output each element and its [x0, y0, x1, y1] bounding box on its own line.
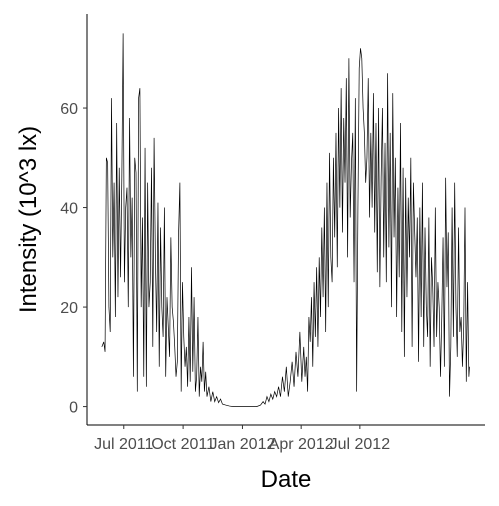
x-axis-title: Date — [261, 466, 312, 493]
x-tick-label: Apr 2012 — [269, 436, 334, 453]
x-tick-label: Oct 2011 — [151, 436, 215, 453]
x-tick-label: Jul 2012 — [330, 436, 391, 453]
y-tick-label: 0 — [69, 400, 78, 417]
y-axis-title: Intensity (10^3 lx) — [15, 126, 42, 313]
y-tick-label: 40 — [60, 201, 78, 218]
y-tick-label: 20 — [60, 300, 78, 317]
x-tick-label: Jan 2012 — [210, 436, 276, 453]
y-axis-ticks: 0 20 40 60 — [60, 101, 87, 417]
series-line — [101, 33, 470, 407]
x-tick-label: Jul 2011 — [94, 436, 153, 453]
y-tick-label: 60 — [60, 101, 78, 118]
series-layer — [101, 33, 470, 407]
